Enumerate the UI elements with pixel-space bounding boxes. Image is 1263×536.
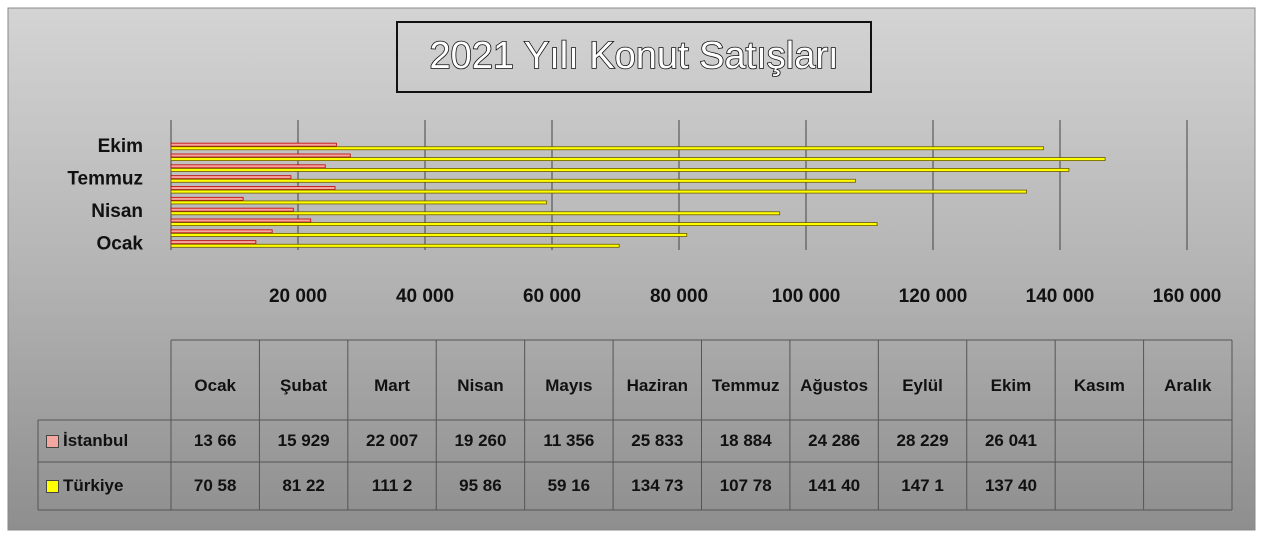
- table-value: 11 356: [543, 431, 595, 450]
- bar: [170, 142, 337, 147]
- legend-label: Türkiye: [63, 476, 124, 495]
- bar: [170, 243, 620, 248]
- y-tick-label: Ekim: [98, 136, 143, 157]
- x-tick-label: 80 000: [650, 286, 708, 307]
- bar: [170, 164, 326, 169]
- bar: [170, 218, 312, 223]
- y-tick-label: Nisan: [91, 201, 143, 222]
- bar: [170, 157, 1106, 162]
- table-header: Nisan: [457, 376, 504, 395]
- table-value: 25 833: [631, 431, 684, 450]
- legend-key: [46, 479, 59, 493]
- legend-label: İstanbul: [63, 431, 129, 450]
- table-value: 147 1: [901, 476, 944, 495]
- table-header: Aralık: [1164, 376, 1212, 395]
- table-header: Temmuz: [711, 376, 780, 395]
- bar: [170, 168, 1070, 172]
- y-tick-label: Ocak: [97, 234, 144, 255]
- x-tick-label: 120 000: [899, 286, 968, 307]
- bar: [170, 222, 878, 227]
- table-value: 19 260: [454, 431, 507, 450]
- table-value: 59 16: [547, 476, 591, 495]
- table-value: 15 929: [277, 431, 330, 450]
- bar: [170, 186, 336, 190]
- bar: [170, 207, 294, 212]
- table-header: Ağustos: [800, 376, 869, 395]
- table-value: 18 884: [719, 431, 772, 450]
- table-value: 137 40: [984, 476, 1037, 495]
- row-header: Türkiye: [38, 462, 171, 510]
- y-tick-label: Temmuz: [67, 169, 143, 190]
- x-tick-label: 40 000: [396, 286, 454, 307]
- bar: [170, 200, 548, 205]
- x-tick-label: 100 000: [772, 286, 841, 307]
- bar: [170, 240, 257, 245]
- bar: [170, 178, 856, 183]
- table-value: 70 58: [193, 476, 237, 495]
- title-box: [396, 21, 872, 93]
- bar: [170, 233, 688, 237]
- table-header: Haziran: [626, 376, 688, 395]
- bar: [170, 196, 244, 201]
- table-value: 26 041: [984, 431, 1037, 450]
- legend-key: [46, 434, 59, 448]
- table-value: 24 286: [808, 431, 861, 450]
- table-value: 141 40: [808, 476, 861, 495]
- table-header: Eylül: [902, 376, 943, 395]
- x-tick-label: 20 000: [269, 286, 327, 307]
- table-value: 134 73: [631, 476, 684, 495]
- x-tick-label: 140 000: [1026, 286, 1095, 307]
- table-value: 28 229: [896, 431, 949, 450]
- table-header: Ekim: [990, 376, 1032, 395]
- background: [7, 7, 1256, 531]
- table-value: 107 78: [719, 476, 772, 495]
- table-value: 13 66: [193, 431, 237, 450]
- table-header: Mart: [374, 376, 410, 395]
- chart-title: 2021 Yılı Konut Satışları: [429, 35, 838, 77]
- table-header: Kasım: [1073, 376, 1125, 395]
- table-value: 95 86: [459, 476, 502, 495]
- bar: [170, 146, 1044, 151]
- bar: [170, 153, 351, 158]
- table-value: 81 22: [282, 476, 325, 495]
- bar: [170, 211, 781, 216]
- bar: [170, 175, 292, 180]
- table-value: 111 2: [371, 476, 413, 495]
- table-value: 22 007: [366, 431, 419, 450]
- x-tick-label: 60 000: [523, 286, 581, 307]
- table-header: Ocak: [194, 376, 236, 395]
- bar: [170, 189, 1027, 194]
- x-tick-label: 160 000: [1153, 286, 1222, 307]
- bar: [170, 229, 273, 234]
- table-header: Mayıs: [545, 376, 593, 395]
- row-header: İstanbul: [38, 420, 171, 462]
- table-header: Şubat: [279, 376, 328, 395]
